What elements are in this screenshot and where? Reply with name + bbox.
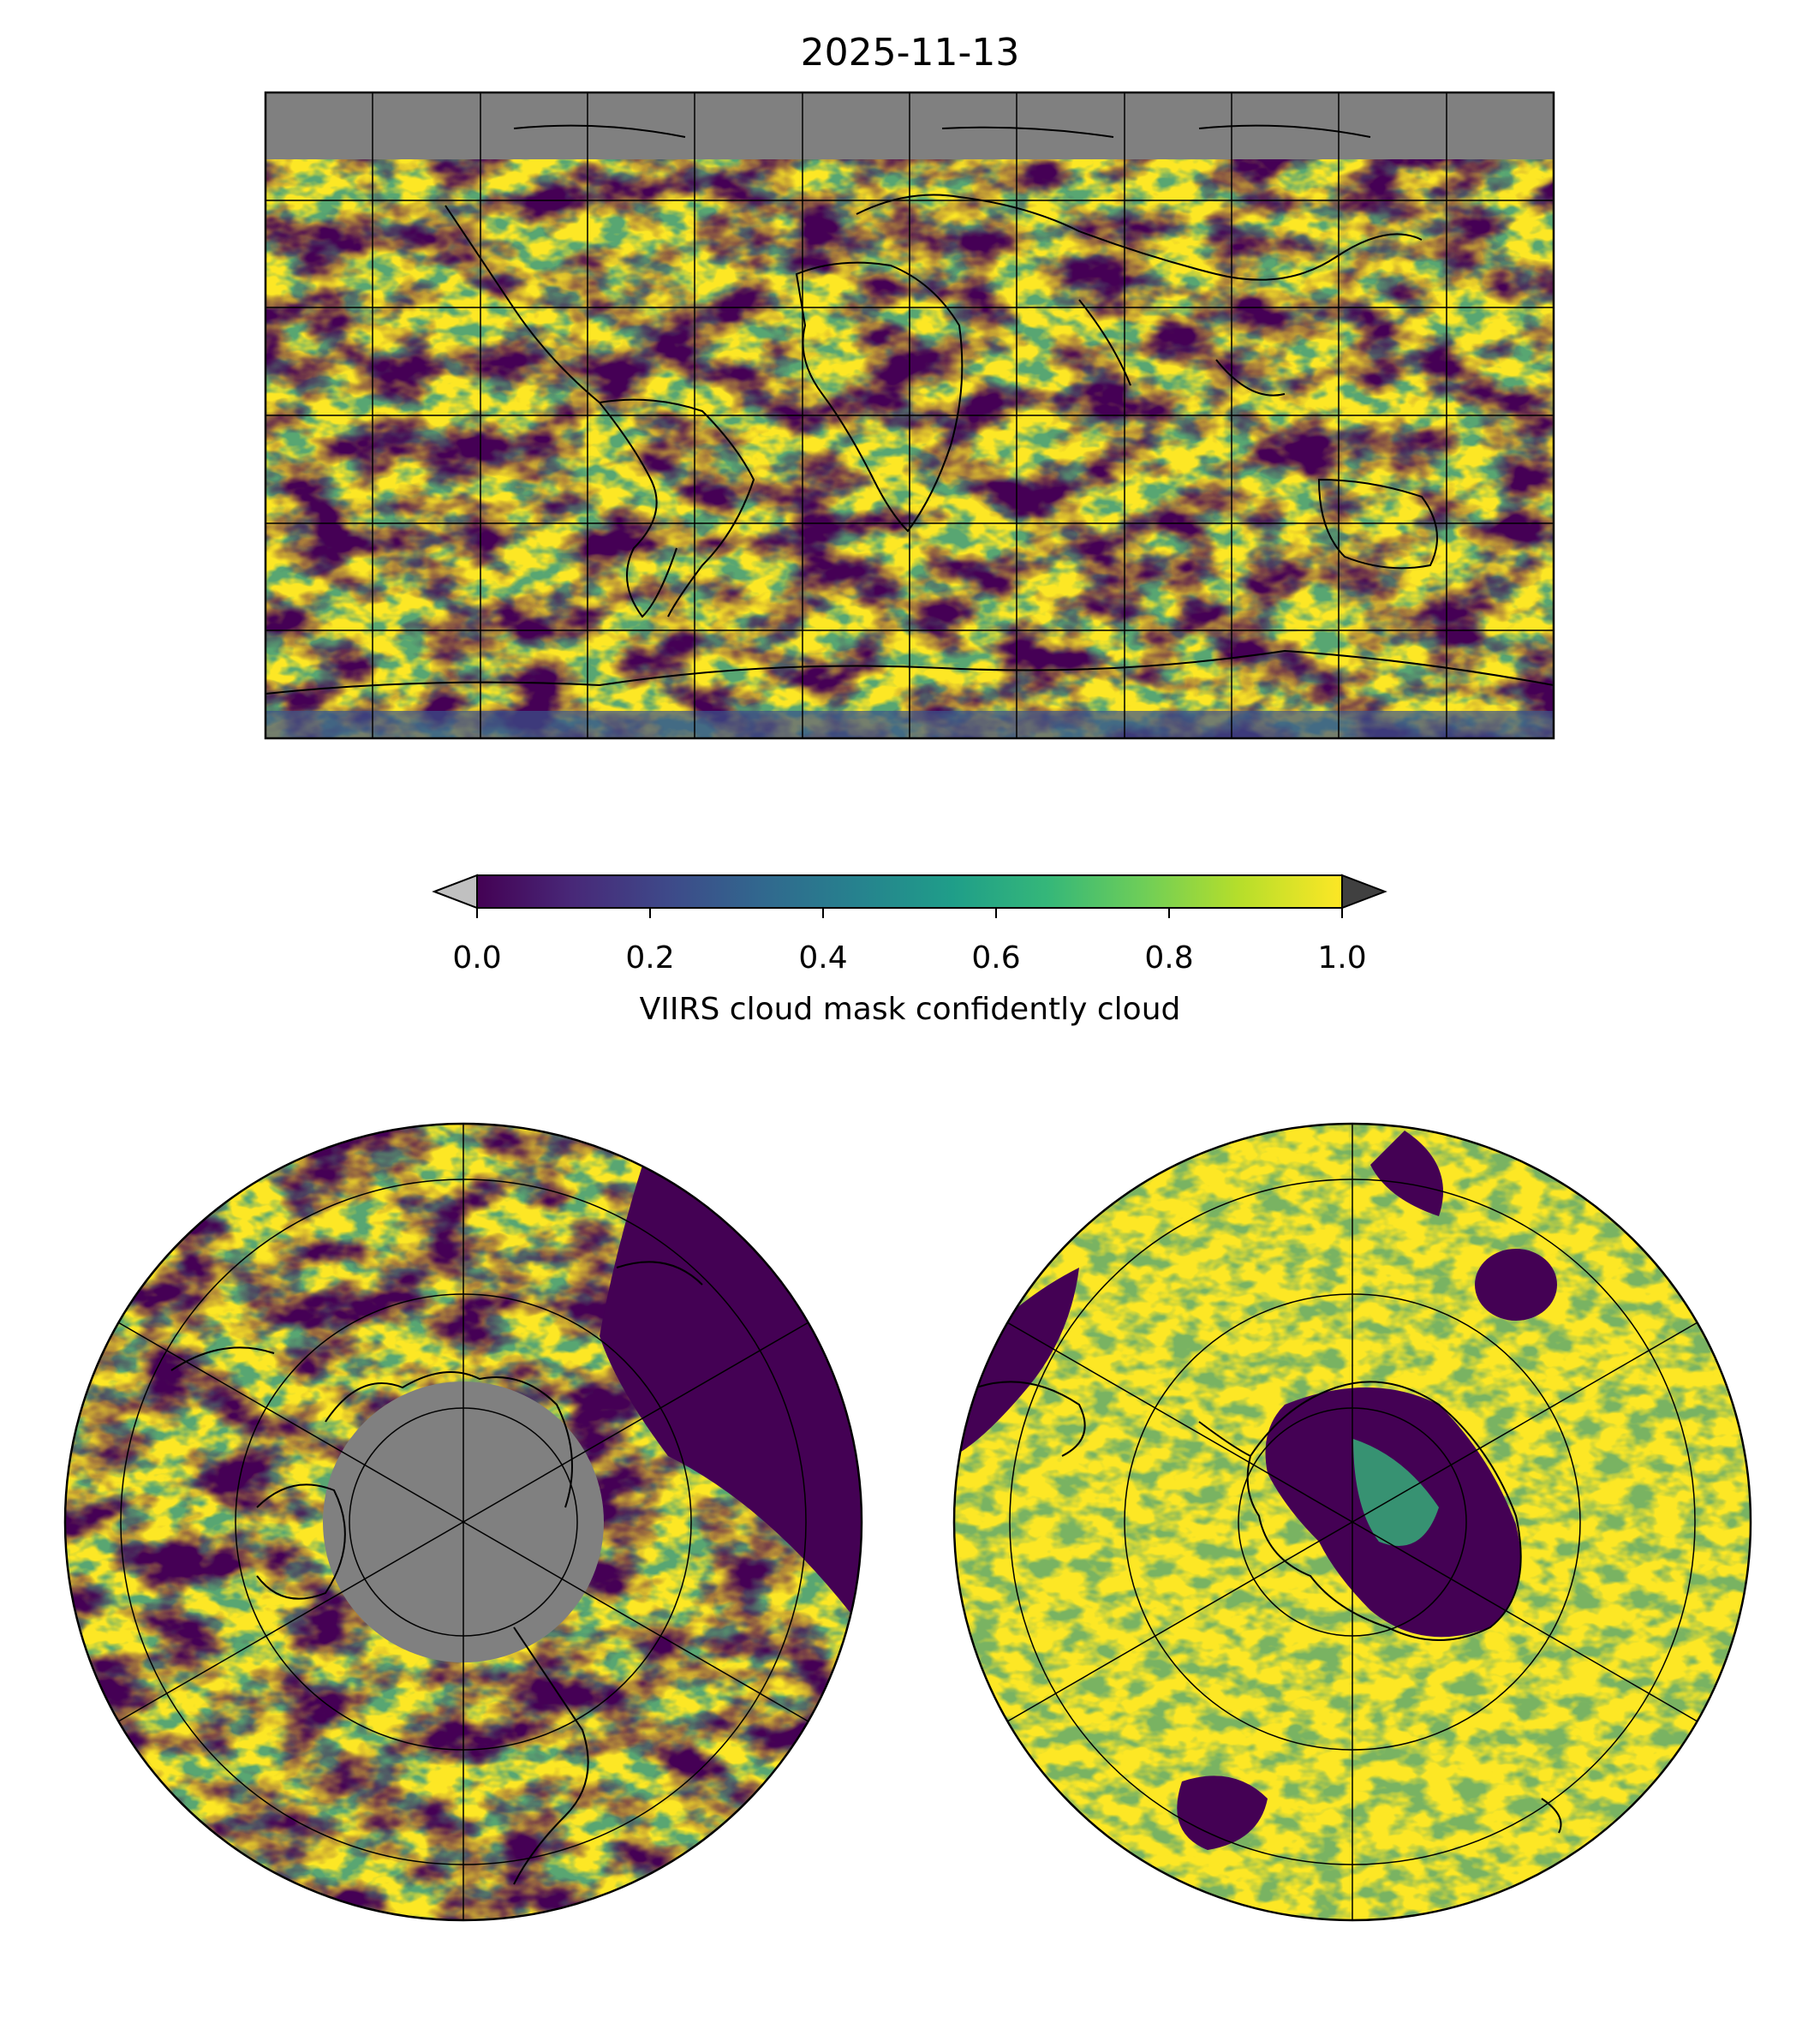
global-map-frame bbox=[264, 91, 1555, 740]
south-pole-graticule bbox=[1006, 1124, 1698, 1920]
figure-title: 2025-11-13 bbox=[800, 31, 1020, 75]
colorbar-tick-2: 0.4 bbox=[798, 940, 848, 976]
colorbar-tick-3: 0.6 bbox=[971, 940, 1021, 976]
north-pole-coastlines bbox=[170, 1261, 703, 1885]
global-graticule bbox=[266, 92, 1554, 738]
colorbar-tick-0: 0.0 bbox=[452, 940, 502, 976]
colorbar-tick-4: 0.8 bbox=[1144, 940, 1194, 976]
colorbar-over-extension bbox=[1341, 874, 1387, 910]
south-pole-frame bbox=[952, 1122, 1752, 1922]
colorbar-gradient bbox=[477, 875, 1342, 908]
colorbar-tick-5: 1.0 bbox=[1317, 940, 1367, 976]
south-pole-coastlines bbox=[976, 1381, 1562, 1834]
global-coastlines bbox=[266, 124, 1554, 695]
north-pole-frame bbox=[63, 1122, 863, 1922]
colorbar bbox=[432, 874, 1387, 918]
north-pole-graticule bbox=[117, 1124, 809, 1920]
colorbar-under-extension bbox=[432, 874, 478, 910]
colorbar-label: VIIRS cloud mask confidently cloud bbox=[639, 992, 1181, 1027]
colorbar-tick-1: 0.2 bbox=[625, 940, 675, 976]
